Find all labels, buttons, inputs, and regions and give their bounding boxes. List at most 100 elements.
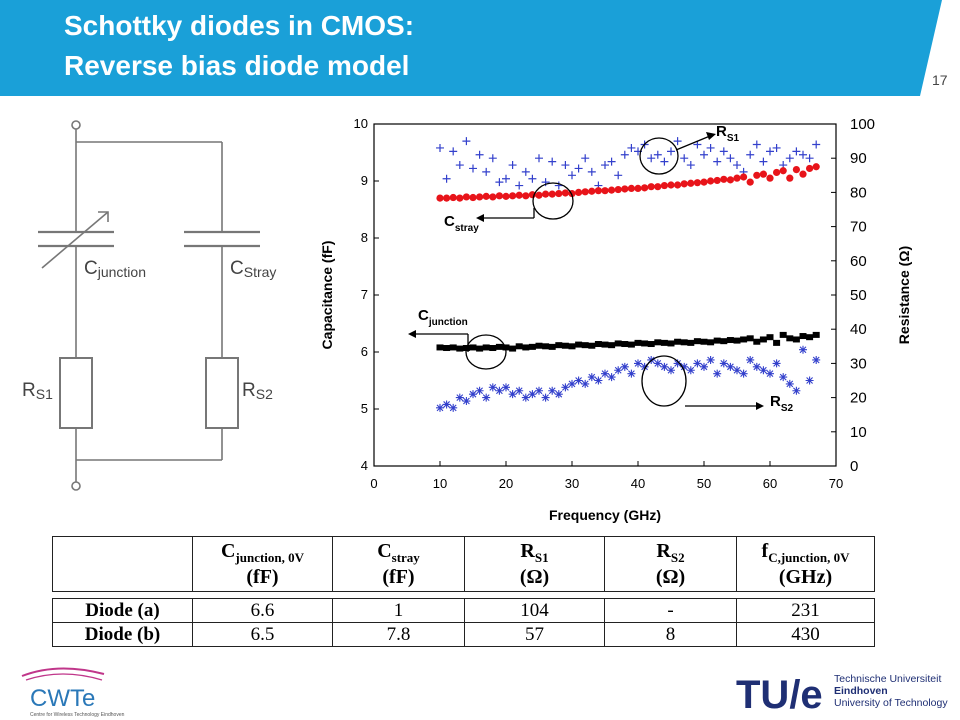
data-point-rs2 bbox=[739, 369, 748, 378]
data-point-cjunction bbox=[495, 343, 503, 350]
data-point-cjunction bbox=[779, 331, 787, 338]
data-point-rs1 bbox=[436, 143, 444, 152]
callout-arrow-cstray bbox=[476, 214, 484, 222]
data-point-rs2 bbox=[759, 366, 768, 375]
data-point-cstray bbox=[647, 183, 655, 191]
data-point-cstray bbox=[456, 194, 464, 202]
data-point-rs1 bbox=[673, 137, 682, 146]
data-point-cjunction bbox=[647, 341, 655, 348]
data-point-rs1 bbox=[667, 147, 675, 156]
y-left-tick-label: 10 bbox=[354, 116, 368, 131]
data-point-cstray bbox=[522, 192, 530, 200]
data-point-cjunction bbox=[740, 336, 748, 343]
data-point-rs1 bbox=[502, 174, 510, 183]
data-point-cstray bbox=[779, 167, 787, 175]
callout-label-cstray: Cstray bbox=[444, 213, 479, 234]
data-point-cstray bbox=[634, 184, 642, 193]
data-point-rs2 bbox=[462, 397, 471, 406]
table-header-rs2: RS2 (Ω) bbox=[604, 536, 737, 592]
data-point-rs2 bbox=[475, 386, 484, 395]
data-point-cjunction bbox=[594, 341, 602, 348]
data-point-rs1 bbox=[805, 154, 814, 163]
x-tick-label: 0 bbox=[370, 476, 377, 491]
data-point-cstray bbox=[469, 193, 477, 202]
data-point-cstray bbox=[561, 189, 569, 197]
data-point-cstray bbox=[766, 174, 774, 182]
data-point-cjunction bbox=[799, 333, 807, 340]
y-right-tick-label: 50 bbox=[850, 287, 867, 304]
x-tick-label: 40 bbox=[631, 476, 645, 491]
data-point-rs1 bbox=[680, 154, 689, 163]
y-left-tick-label: 9 bbox=[361, 173, 368, 188]
data-point-rs1 bbox=[799, 150, 807, 159]
data-point-rs2 bbox=[607, 373, 616, 382]
data-point-cjunction bbox=[568, 343, 576, 350]
y-right-tick-label: 10 bbox=[850, 424, 867, 441]
y-right-tick-label: 20 bbox=[850, 390, 867, 407]
data-point-cjunction bbox=[753, 338, 761, 345]
y-right-axis-label: Resistance (Ω) bbox=[896, 246, 912, 344]
data-point-rs2 bbox=[752, 362, 761, 371]
data-point-cjunction bbox=[700, 338, 708, 345]
data-point-cjunction bbox=[535, 342, 543, 349]
circuit-schematic: Cjunction CStray RS1 RS2 bbox=[22, 120, 276, 491]
y-right-tick-label: 30 bbox=[850, 355, 867, 372]
table-header-cstray: Cstray (fF) bbox=[332, 536, 465, 592]
data-point-cjunction bbox=[726, 337, 734, 344]
data-point-cstray bbox=[575, 188, 583, 196]
data-point-cstray bbox=[713, 176, 721, 185]
x-axis-ticks: 0 10 20 30 40 50 60 70 bbox=[370, 461, 843, 491]
table-cell: 7.8 bbox=[332, 622, 465, 647]
label-rs2: RS2 bbox=[242, 380, 273, 402]
data-point-rs1 bbox=[620, 150, 629, 159]
data-point-cjunction bbox=[443, 345, 451, 352]
data-point-rs2 bbox=[455, 393, 464, 402]
data-point-rs1 bbox=[647, 154, 656, 163]
data-point-cjunction bbox=[581, 342, 589, 349]
data-point-rs2 bbox=[620, 362, 629, 371]
data-point-rs1 bbox=[812, 140, 821, 149]
data-point-cstray bbox=[482, 192, 490, 200]
data-point-rs1 bbox=[759, 157, 768, 166]
rs1-resistor bbox=[59, 357, 93, 429]
tue-mark: TU/e bbox=[736, 673, 823, 716]
data-point-cjunction bbox=[806, 334, 814, 341]
data-point-cjunction bbox=[792, 336, 800, 343]
data-point-rs1 bbox=[785, 154, 794, 163]
bottom-terminal bbox=[71, 481, 81, 491]
data-point-cstray bbox=[786, 174, 794, 182]
table-cell: 6.5 bbox=[192, 622, 333, 647]
data-point-rs2 bbox=[614, 366, 623, 375]
label-rs1: RS1 bbox=[22, 380, 53, 402]
rs2-resistor bbox=[205, 357, 239, 429]
data-point-rs2 bbox=[442, 400, 451, 409]
y-left-tick-label: 5 bbox=[361, 401, 368, 416]
data-point-cjunction bbox=[693, 338, 701, 345]
data-point-cjunction bbox=[680, 339, 688, 346]
data-point-rs1 bbox=[581, 154, 590, 163]
data-point-cstray bbox=[515, 191, 523, 199]
callout-label-rs2: RS2 bbox=[770, 393, 794, 414]
x-tick-label: 60 bbox=[763, 476, 777, 491]
data-point-rs2 bbox=[719, 359, 728, 368]
data-point-cstray bbox=[614, 185, 622, 194]
data-point-rs2 bbox=[746, 355, 755, 364]
data-point-rs2 bbox=[508, 390, 517, 399]
data-point-rs1 bbox=[614, 171, 623, 180]
data-point-cjunction bbox=[482, 344, 490, 351]
data-point-cjunction bbox=[773, 339, 781, 346]
data-point-rs2 bbox=[680, 362, 689, 371]
data-point-cstray bbox=[436, 194, 444, 202]
data-point-rs1 bbox=[535, 154, 543, 163]
data-point-rs2 bbox=[521, 393, 530, 402]
data-point-rs1 bbox=[772, 143, 781, 152]
data-point-rs1 bbox=[554, 181, 563, 190]
data-point-cjunction bbox=[733, 337, 741, 344]
data-point-cstray bbox=[449, 193, 457, 202]
data-point-rs2 bbox=[693, 359, 702, 368]
y-right-tick-label: 80 bbox=[850, 184, 867, 201]
data-point-cjunction bbox=[786, 335, 794, 342]
data-point-cjunction bbox=[469, 344, 477, 351]
data-point-rs1 bbox=[660, 157, 669, 166]
callout-circle-cstray bbox=[532, 182, 574, 220]
